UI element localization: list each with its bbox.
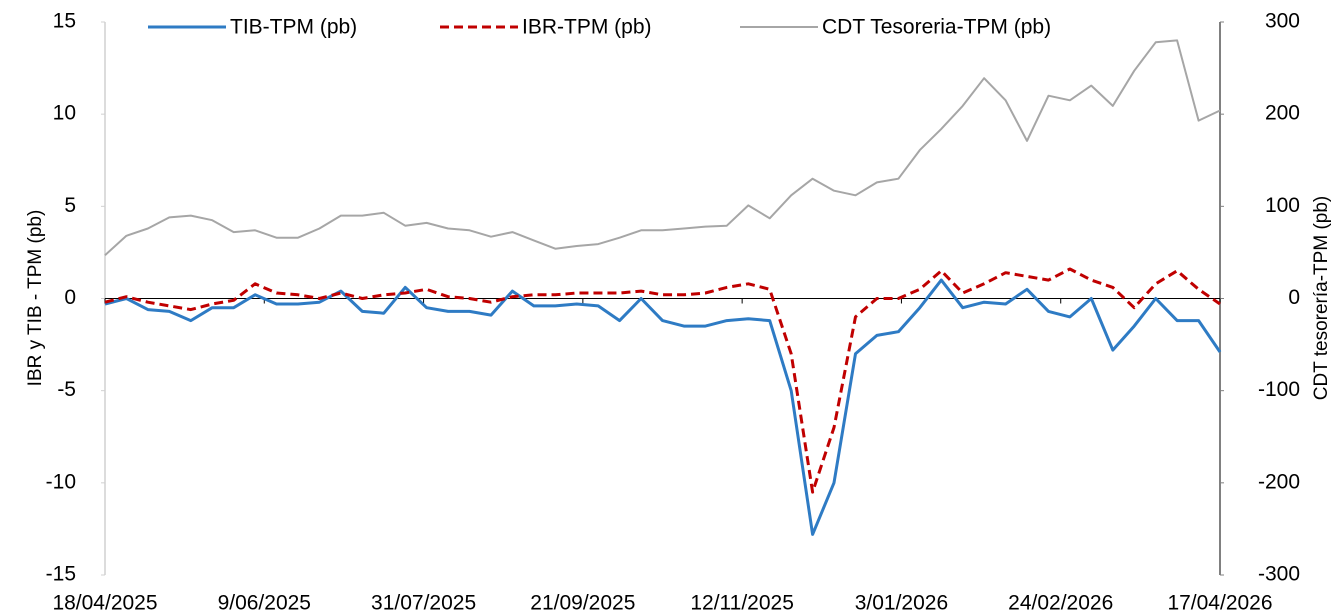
series-line (104, 39, 1221, 256)
y2-tick-label: -100 (1258, 378, 1300, 401)
x-tick-label: 31/07/2025 (371, 592, 476, 615)
y-axis-title: IBR y TIB - TPM (pb) (25, 210, 46, 387)
legend-label: CDT Tesoreria-TPM (pb) (822, 16, 1051, 39)
y-tick-label: 0 (64, 286, 76, 309)
x-tick-label: 18/04/2025 (52, 592, 157, 615)
y-tick-label: 5 (64, 194, 76, 217)
y-tick-label: -15 (46, 563, 76, 586)
x-tick-label: 3/01/2026 (855, 592, 948, 615)
x-tick-label: 12/11/2025 (690, 592, 794, 615)
x-tick-label: 9/06/2025 (218, 592, 311, 615)
legend-label: IBR-TPM (pb) (522, 16, 652, 39)
y-tick-label: -10 (46, 470, 76, 493)
x-tick-label: 17/04/2026 (1167, 592, 1272, 615)
series-line (104, 267, 1221, 494)
y-tick-label: -5 (57, 378, 76, 401)
y2-axis-title: CDT tesorería-TPM (pb) (1311, 196, 1332, 400)
x-tick-label: 24/02/2026 (1008, 592, 1113, 615)
y2-tick-label: 100 (1265, 194, 1300, 217)
y-tick-label: 15 (53, 10, 76, 33)
y2-tick-label: 300 (1265, 10, 1300, 33)
y2-tick-label: 200 (1265, 102, 1300, 125)
legend-label: TIB-TPM (pb) (230, 16, 357, 39)
y2-tick-label: -300 (1258, 563, 1300, 586)
series-line (104, 278, 1222, 536)
y2-tick-label: -200 (1258, 470, 1300, 493)
y2-tick-label: 0 (1288, 286, 1300, 309)
x-tick-label: 21/09/2025 (530, 592, 635, 615)
y-tick-label: 10 (53, 102, 76, 125)
